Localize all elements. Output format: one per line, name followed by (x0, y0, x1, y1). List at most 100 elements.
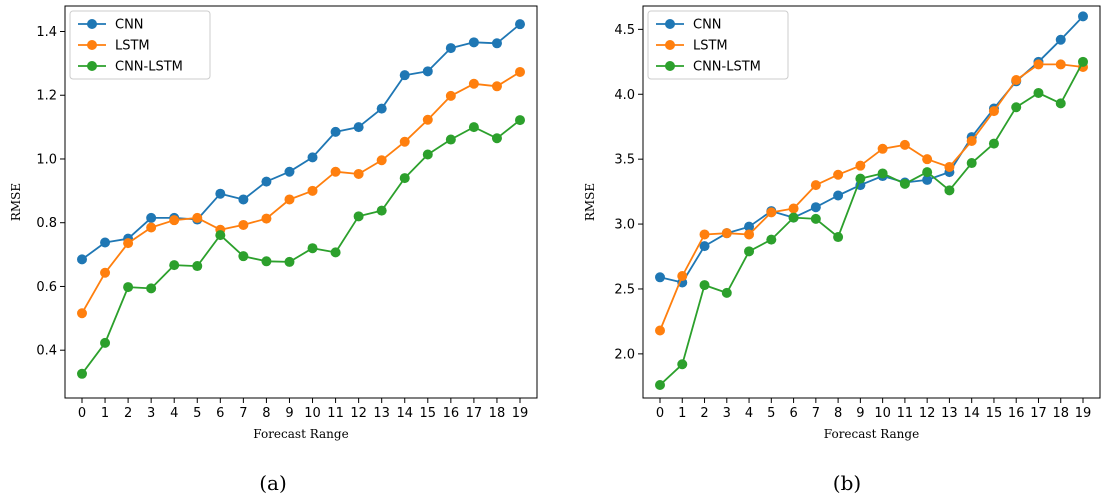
data-point (1011, 102, 1022, 113)
x-tick-label: 6 (216, 406, 224, 421)
data-point (261, 256, 272, 267)
legend-marker (665, 61, 675, 71)
x-tick-label: 9 (856, 406, 864, 421)
data-point (146, 283, 157, 294)
data-point (146, 212, 157, 223)
x-tick-label: 9 (285, 406, 293, 421)
y-tick-label: 0.4 (36, 344, 57, 359)
data-point (238, 194, 249, 205)
x-tick-label: 8 (262, 406, 270, 421)
data-point (284, 166, 295, 177)
data-point (677, 270, 688, 281)
legend-marker (87, 61, 97, 71)
data-point (192, 212, 203, 223)
chart-panel-b: 2.02.53.03.54.04.50 1 2 3 4 5 6 7 8 9 10 11 12 13 14 15… (583, 5, 1101, 495)
legend-label: CNN-LSTM (693, 60, 761, 75)
x-tick-label: 17 (1030, 406, 1047, 421)
legend-marker (87, 19, 97, 29)
data-point (146, 222, 157, 233)
data-point (445, 43, 456, 54)
y-tick-label: 4.0 (614, 88, 635, 103)
data-point (307, 185, 318, 196)
x-tick-label: 3 (723, 406, 731, 421)
y-tick-label: 0.6 (36, 280, 57, 295)
data-point (699, 241, 710, 252)
x-tick-label: 18 (489, 406, 506, 421)
data-point (353, 122, 364, 133)
y-axis-label: RMSE (9, 183, 23, 221)
data-point (766, 207, 777, 218)
legend-item: CNN-LSTM (656, 60, 761, 75)
data-point (944, 185, 955, 196)
x-tick-label: 12 (350, 406, 367, 421)
data-point (655, 272, 665, 283)
series-line (659, 61, 1084, 386)
data-point (810, 202, 821, 213)
legend-item: CNN (656, 18, 722, 33)
x-tick-label: 12 (919, 406, 936, 421)
x-tick-label: 13 (373, 406, 390, 421)
series-line (81, 119, 521, 375)
data-point (491, 81, 502, 92)
y-tick-label: 1.0 (36, 152, 57, 167)
legend-label: LSTM (693, 39, 728, 54)
data-point (123, 282, 134, 293)
data-point (1078, 56, 1088, 67)
data-point (169, 260, 180, 271)
data-point (1055, 98, 1066, 109)
x-tick-label: 8 (834, 406, 842, 421)
x-tick-label: 2 (700, 406, 708, 421)
y-tick-label: 1.4 (36, 25, 57, 40)
y-tick-label: 2.0 (614, 347, 635, 362)
data-point (445, 90, 456, 101)
data-point (721, 287, 732, 298)
data-point (491, 38, 502, 49)
data-point (677, 359, 688, 370)
legend-box (69, 10, 211, 80)
data-point (515, 19, 525, 30)
series-lstm (655, 59, 1088, 336)
data-point (877, 143, 888, 154)
x-tick-label: 0 (78, 406, 86, 421)
data-point (721, 228, 732, 239)
data-point (833, 190, 844, 201)
data-point (922, 167, 933, 178)
x-tick-label: 16 (1008, 406, 1025, 421)
data-point (833, 169, 844, 180)
data-point (899, 139, 910, 150)
legend-item: LSTM (78, 39, 150, 54)
data-point (810, 180, 821, 191)
x-tick-label: 11 (327, 406, 344, 421)
data-point (988, 106, 999, 117)
data-point (655, 325, 665, 336)
legend-item: CNN-LSTM (78, 60, 183, 75)
y-tick-label: 3.5 (614, 153, 635, 168)
x-tick-label: 18 (1052, 406, 1069, 421)
data-point (215, 188, 226, 199)
data-point (944, 161, 955, 172)
series-cnn-lstm (77, 115, 525, 379)
data-point (261, 213, 272, 224)
data-point (100, 237, 111, 248)
data-point (399, 136, 410, 147)
data-point (376, 155, 387, 166)
data-point (699, 280, 710, 291)
data-point (1033, 87, 1044, 98)
data-point (744, 229, 755, 240)
data-point (376, 103, 387, 114)
x-axis-label: Forecast Range (253, 427, 348, 441)
data-point (855, 173, 866, 184)
data-point (877, 168, 888, 179)
data-point (100, 337, 111, 348)
data-point (491, 133, 502, 144)
x-tick-label: 6 (789, 406, 797, 421)
data-point (353, 211, 364, 222)
x-tick-label: 1 (101, 406, 109, 421)
plot-frame (64, 5, 538, 399)
y-tick-label: 1.2 (36, 89, 57, 104)
data-point (353, 168, 364, 179)
data-point (445, 134, 456, 145)
x-tick-label: 16 (443, 406, 460, 421)
series-cnn-lstm (655, 56, 1088, 391)
data-point (330, 126, 341, 137)
